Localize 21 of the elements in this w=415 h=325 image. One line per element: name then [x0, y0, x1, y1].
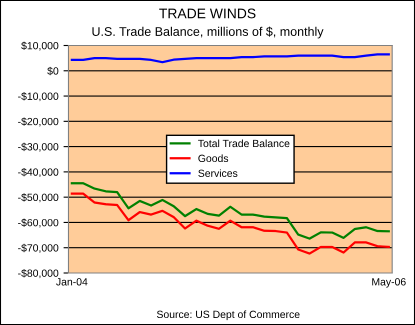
y-tick-label: -$30,000	[18, 142, 58, 152]
line-series	[70, 53, 390, 64]
legend-label: Goods	[198, 154, 228, 162]
x-tick-label: May-06	[372, 278, 406, 288]
y-tick-label: $10,000	[21, 42, 58, 51]
source-note: Source: US Dept of Commerce	[156, 310, 300, 320]
y-tick-label: -$10,000	[18, 92, 58, 102]
x-tick-label: Jan-04	[56, 278, 88, 286]
chart-title: TRADE WINDS	[159, 8, 256, 18]
y-tick-label: -$40,000	[18, 168, 58, 177]
y-tick-label: -$70,000	[18, 244, 58, 253]
y-tick-label: $0	[47, 66, 58, 76]
legend-label: Total Trade Balance	[198, 139, 290, 148]
y-tick-label: -$60,000	[18, 218, 58, 228]
chart-subtitle: U.S. Trade Balance, millions of $, monthly	[92, 26, 324, 38]
y-tick-label: -$20,000	[18, 117, 58, 126]
legend-label: Services	[198, 169, 238, 177]
line-series	[70, 192, 390, 255]
y-tick-label: -$50,000	[18, 193, 58, 202]
y-tick-label: -$80,000	[18, 269, 58, 278]
line-series	[70, 182, 390, 240]
